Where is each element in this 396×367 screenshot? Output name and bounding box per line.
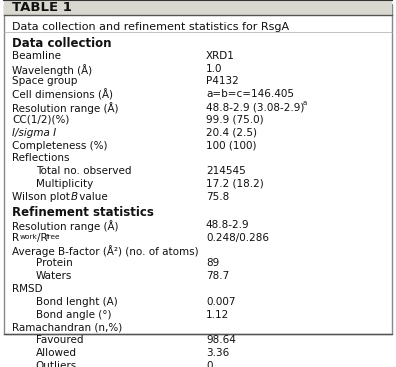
Text: 48.8-2.9 (3.08-2.9): 48.8-2.9 (3.08-2.9): [206, 102, 304, 112]
Text: 89: 89: [206, 258, 219, 268]
Text: 1.0: 1.0: [206, 64, 223, 74]
Text: a=b=c=146.405: a=b=c=146.405: [206, 89, 294, 99]
Text: Protein: Protein: [36, 258, 72, 268]
Text: Average B-factor (Å²) (no. of atoms): Average B-factor (Å²) (no. of atoms): [12, 246, 198, 258]
FancyBboxPatch shape: [4, 0, 392, 15]
Text: /R: /R: [37, 233, 48, 243]
Text: Allowed: Allowed: [36, 348, 77, 358]
Text: 0.248/0.286: 0.248/0.286: [206, 233, 269, 243]
Text: Outliers: Outliers: [36, 361, 77, 367]
Text: Favoured: Favoured: [36, 335, 83, 345]
Text: Bond lenght (A): Bond lenght (A): [36, 297, 117, 307]
Text: Data collection and refinement statistics for RsgA: Data collection and refinement statistic…: [12, 22, 289, 32]
Text: work: work: [20, 234, 38, 240]
Text: CC(1/2)(%): CC(1/2)(%): [12, 115, 69, 125]
Text: 99.9 (75.0): 99.9 (75.0): [206, 115, 264, 125]
Text: Completeness (%): Completeness (%): [12, 141, 107, 150]
Text: R: R: [12, 233, 19, 243]
Text: Wavelength (Å): Wavelength (Å): [12, 64, 92, 76]
Text: 98.64: 98.64: [206, 335, 236, 345]
Text: Resolution range (Å): Resolution range (Å): [12, 220, 118, 232]
Text: Multiplicity: Multiplicity: [36, 179, 93, 189]
Text: 20.4 (2.5): 20.4 (2.5): [206, 128, 257, 138]
Text: a: a: [303, 100, 307, 106]
Text: 48.8-2.9: 48.8-2.9: [206, 220, 249, 230]
Text: 75.8: 75.8: [206, 192, 229, 202]
Text: RMSD: RMSD: [12, 284, 42, 294]
Text: Waters: Waters: [36, 271, 72, 281]
Text: Beamline: Beamline: [12, 51, 61, 61]
Text: Space group: Space group: [12, 76, 77, 87]
Text: Reflections: Reflections: [12, 153, 69, 163]
FancyBboxPatch shape: [4, 4, 392, 334]
Text: Data collection: Data collection: [12, 37, 111, 50]
Text: XRD1: XRD1: [206, 51, 235, 61]
Text: TABLE 1: TABLE 1: [12, 1, 72, 14]
Text: 17.2 (18.2): 17.2 (18.2): [206, 179, 264, 189]
Text: 0: 0: [206, 361, 212, 367]
Text: Refinement statistics: Refinement statistics: [12, 207, 154, 219]
Text: Bond angle (°): Bond angle (°): [36, 310, 111, 320]
Text: Wilson plot: Wilson plot: [12, 192, 73, 202]
Text: value: value: [76, 192, 108, 202]
Text: 3.36: 3.36: [206, 348, 229, 358]
Text: 78.7: 78.7: [206, 271, 229, 281]
Text: I/sigma I: I/sigma I: [12, 128, 56, 138]
Text: 214545: 214545: [206, 166, 246, 176]
Text: Total no. observed: Total no. observed: [36, 166, 131, 176]
Text: 1.12: 1.12: [206, 310, 229, 320]
Text: Resolution range (Å): Resolution range (Å): [12, 102, 118, 114]
Text: P4132: P4132: [206, 76, 239, 87]
Text: 100 (100): 100 (100): [206, 141, 257, 150]
Text: Cell dimensions (Å): Cell dimensions (Å): [12, 89, 113, 101]
Text: 0.007: 0.007: [206, 297, 235, 307]
Text: Ramachandran (n,%): Ramachandran (n,%): [12, 322, 122, 333]
Text: B: B: [70, 192, 78, 202]
Text: free: free: [46, 234, 60, 240]
